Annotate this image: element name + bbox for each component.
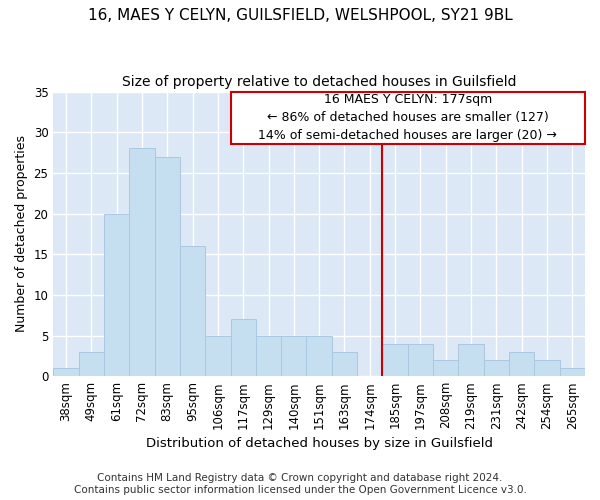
Bar — [332, 352, 357, 376]
Bar — [205, 336, 230, 376]
Bar — [509, 352, 535, 376]
Y-axis label: Number of detached properties: Number of detached properties — [15, 136, 28, 332]
Bar — [230, 320, 256, 376]
Title: Size of property relative to detached houses in Guilsfield: Size of property relative to detached ho… — [122, 75, 517, 89]
Bar — [484, 360, 509, 376]
Bar — [382, 344, 408, 376]
Bar — [281, 336, 307, 376]
Bar — [155, 156, 180, 376]
Bar — [535, 360, 560, 376]
Bar — [433, 360, 458, 376]
Bar — [256, 336, 281, 376]
X-axis label: Distribution of detached houses by size in Guilsfield: Distribution of detached houses by size … — [146, 437, 493, 450]
Bar — [560, 368, 585, 376]
Text: Contains HM Land Registry data © Crown copyright and database right 2024.
Contai: Contains HM Land Registry data © Crown c… — [74, 474, 526, 495]
Bar — [458, 344, 484, 376]
Text: 16, MAES Y CELYN, GUILSFIELD, WELSHPOOL, SY21 9BL: 16, MAES Y CELYN, GUILSFIELD, WELSHPOOL,… — [88, 8, 512, 22]
Bar — [79, 352, 104, 376]
FancyBboxPatch shape — [230, 92, 585, 144]
Bar — [307, 336, 332, 376]
Bar — [53, 368, 79, 376]
Bar — [180, 246, 205, 376]
Bar — [408, 344, 433, 376]
Bar — [129, 148, 155, 376]
Bar — [104, 214, 129, 376]
Text: 16 MAES Y CELYN: 177sqm
← 86% of detached houses are smaller (127)
14% of semi-d: 16 MAES Y CELYN: 177sqm ← 86% of detache… — [259, 94, 557, 142]
